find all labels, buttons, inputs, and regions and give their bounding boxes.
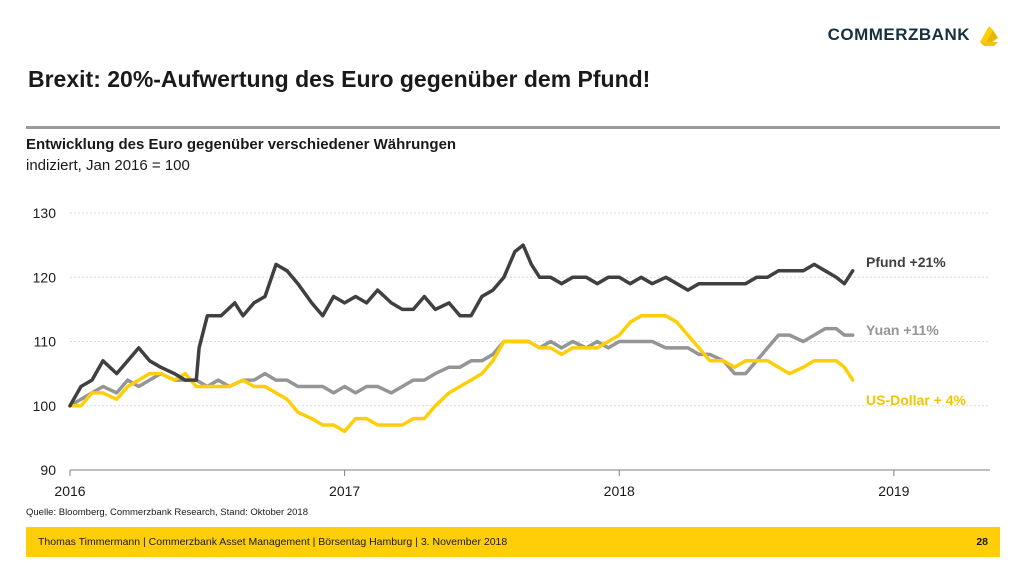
- page-number: 28: [976, 536, 988, 548]
- title-divider: [26, 126, 1000, 129]
- x-tick-label: 2018: [604, 483, 635, 499]
- y-tick-label: 90: [40, 462, 56, 478]
- x-tick-label: 2019: [878, 483, 909, 499]
- x-tick-label: 2016: [54, 483, 85, 499]
- series-label: US-Dollar + 4%: [866, 392, 967, 408]
- brand-name: COMMERZBANK: [827, 25, 970, 44]
- series-line: [68, 326, 855, 408]
- y-tick-label: 100: [33, 398, 57, 414]
- y-tick-label: 130: [33, 205, 57, 221]
- footer-bar: Thomas Timmermann | Commerzbank Asset Ma…: [26, 527, 1000, 557]
- y-tick-label: 110: [34, 334, 57, 350]
- series-label: Pfund +21%: [866, 254, 946, 270]
- x-tick-label: 2017: [329, 483, 360, 499]
- slide-title: Brexit: 20%-Aufwertung des Euro gegenübe…: [28, 66, 651, 92]
- brand-logo: COMMERZBANK: [828, 22, 1002, 48]
- series-line: [68, 243, 855, 408]
- chart-subtitle: Entwicklung des Euro gegenüber verschied…: [26, 136, 457, 153]
- source-note: Quelle: Bloomberg, Commerzbank Research,…: [26, 507, 308, 518]
- chart-unit-note: indiziert, Jan 2016 = 100: [26, 157, 190, 174]
- commerzbank-ribbon-icon: [980, 26, 998, 46]
- footer-text: Thomas Timmermann | Commerzbank Asset Ma…: [38, 536, 508, 548]
- series-line: [68, 314, 855, 434]
- y-tick-label: 120: [33, 269, 57, 285]
- series-label: Yuan +11%: [866, 322, 939, 338]
